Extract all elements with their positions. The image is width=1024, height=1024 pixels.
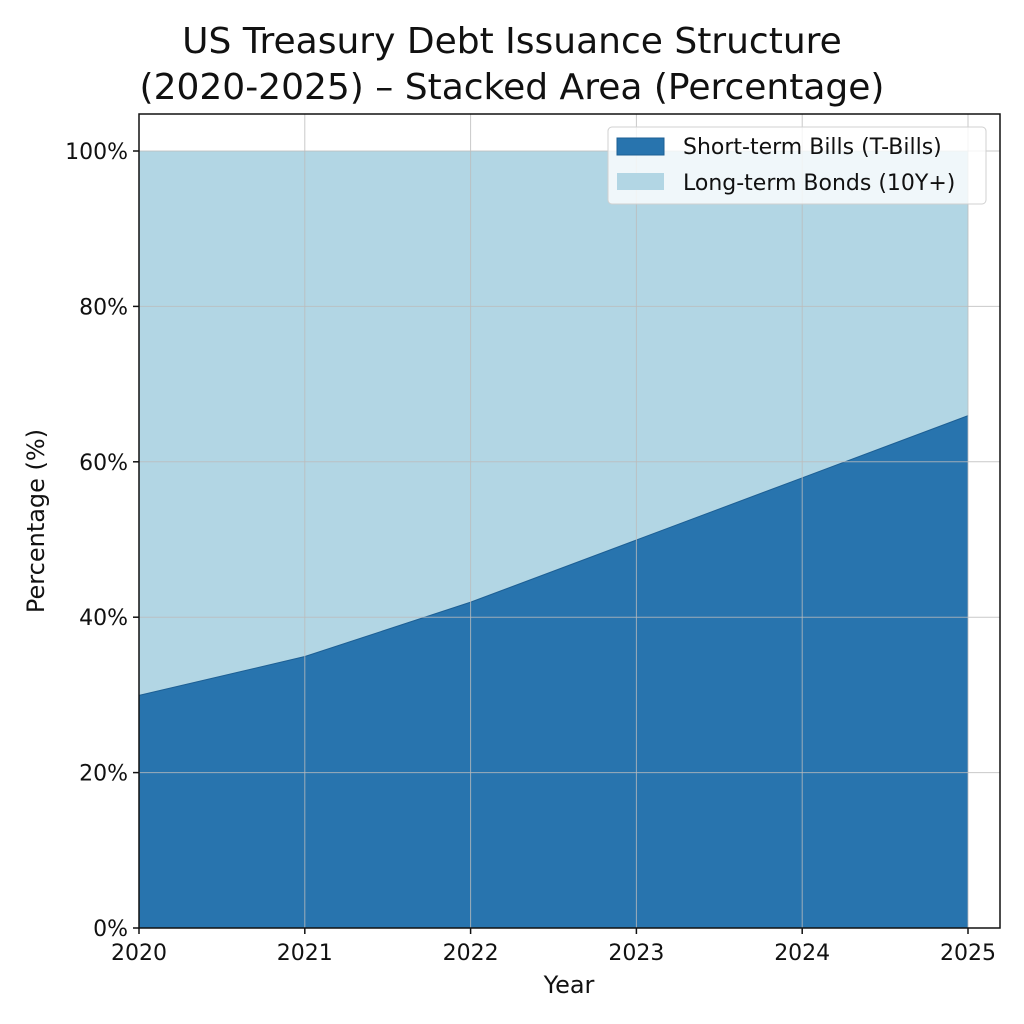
legend-label-long-term-bonds: Long-term Bonds (10Y+) <box>683 171 955 196</box>
x-axis-ticks: 2020 2021 2022 2023 2024 2025 <box>111 928 996 966</box>
chart-title-line-2: (2020-2025) – Stacked Area (Percentage) <box>139 67 885 108</box>
y-tick-label: 20% <box>79 762 128 787</box>
area-series-1 <box>139 151 968 695</box>
x-tick-label: 2022 <box>443 941 499 966</box>
y-tick-label: 60% <box>79 451 128 476</box>
y-tick-label: 0% <box>93 917 128 942</box>
legend-swatch-short-term-bills <box>616 137 665 156</box>
y-tick-label: 40% <box>79 606 128 631</box>
area-boundary-line <box>138 414 969 696</box>
legend-label-short-term-bills: Short-term Bills (T-Bills) <box>683 135 942 160</box>
y-axis-ticks: 0% 20% 40% 60% 80% 100% <box>65 140 139 942</box>
legend: Short-term Bills (T-Bills) Long-term Bon… <box>607 126 987 205</box>
y-axis-label: Percentage (%) <box>22 429 50 613</box>
x-tick-label: 2023 <box>608 941 664 966</box>
y-tick-label: 80% <box>79 295 128 320</box>
x-axis-label: Year <box>543 971 595 999</box>
axes-frame <box>138 113 1001 929</box>
x-tick-label: 2021 <box>277 941 333 966</box>
legend-box <box>607 126 987 205</box>
x-tick-label: 2025 <box>940 941 996 966</box>
stacked-areas <box>138 151 969 928</box>
y-tick-label: 100% <box>65 140 128 165</box>
x-tick-label: 2024 <box>774 941 830 966</box>
chart-title-line-1: US Treasury Debt Issuance Structure <box>182 21 842 62</box>
legend-swatch-long-term-bonds <box>617 173 664 190</box>
area-series-0 <box>139 415 968 928</box>
x-tick-label: 2020 <box>111 941 167 966</box>
